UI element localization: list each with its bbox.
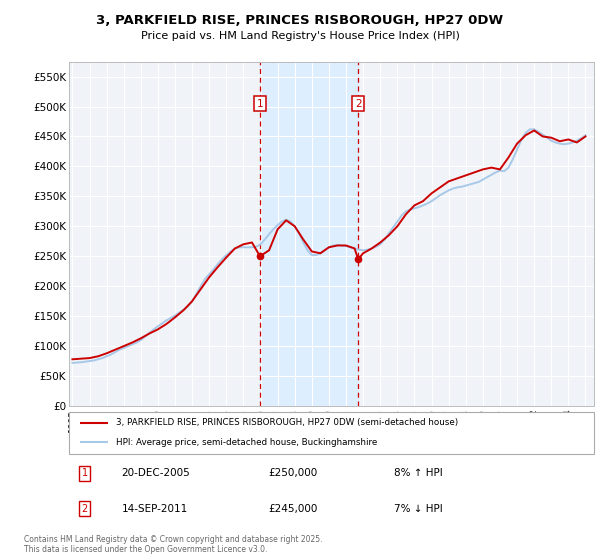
- Text: 3, PARKFIELD RISE, PRINCES RISBOROUGH, HP27 0DW (semi-detached house): 3, PARKFIELD RISE, PRINCES RISBOROUGH, H…: [116, 418, 458, 427]
- Text: HPI: Average price, semi-detached house, Buckinghamshire: HPI: Average price, semi-detached house,…: [116, 438, 377, 447]
- Text: £250,000: £250,000: [269, 468, 318, 478]
- Text: Price paid vs. HM Land Registry's House Price Index (HPI): Price paid vs. HM Land Registry's House …: [140, 31, 460, 41]
- Text: 1: 1: [257, 99, 263, 109]
- Text: 2: 2: [82, 504, 88, 514]
- Text: Contains HM Land Registry data © Crown copyright and database right 2025.
This d: Contains HM Land Registry data © Crown c…: [24, 535, 323, 554]
- Text: 8% ↑ HPI: 8% ↑ HPI: [395, 468, 443, 478]
- Text: 3, PARKFIELD RISE, PRINCES RISBOROUGH, HP27 0DW: 3, PARKFIELD RISE, PRINCES RISBOROUGH, H…: [97, 14, 503, 27]
- Text: 7% ↓ HPI: 7% ↓ HPI: [395, 504, 443, 514]
- Text: 1: 1: [82, 468, 88, 478]
- Text: 20-DEC-2005: 20-DEC-2005: [121, 468, 190, 478]
- Text: 2: 2: [355, 99, 361, 109]
- Text: £245,000: £245,000: [269, 504, 318, 514]
- Bar: [260, 62, 358, 406]
- Text: 14-SEP-2011: 14-SEP-2011: [121, 504, 188, 514]
- FancyBboxPatch shape: [69, 412, 594, 454]
